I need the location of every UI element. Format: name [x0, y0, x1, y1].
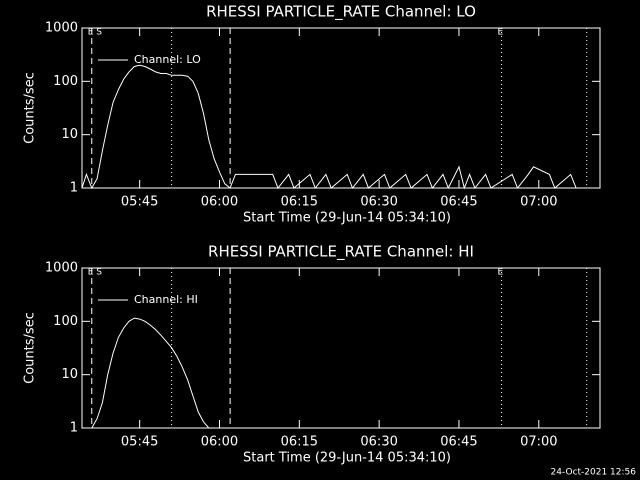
y-axis-label: Counts/sec	[23, 312, 38, 384]
y-axis-label: Counts/sec	[23, 72, 38, 144]
y-tick-label: 10	[61, 127, 78, 142]
chart-title: RHESSI PARTICLE_RATE Channel: HI	[208, 243, 474, 262]
x-tick-label: 05:45	[121, 195, 158, 210]
series-line	[81, 64, 587, 190]
annotation: E S	[88, 268, 103, 278]
y-tick-label: 1	[70, 421, 78, 436]
annotation: E S	[88, 28, 103, 38]
x-tick-label: 06:45	[440, 435, 477, 450]
x-tick-label: 05:45	[121, 435, 158, 450]
annotation: E	[498, 268, 504, 278]
y-tick-label: 10	[61, 367, 78, 382]
y-tick-label: 1000	[45, 21, 78, 36]
legend-label: Channel: HI	[134, 293, 198, 306]
x-axis-label: Start Time (29-Jun-14 05:34:10)	[243, 451, 451, 466]
x-tick-label: 06:30	[360, 195, 397, 210]
y-tick-label: 1	[70, 181, 78, 196]
y-tick-label: 1000	[45, 261, 78, 276]
annotation: E	[498, 28, 504, 38]
plot-frame	[81, 27, 601, 189]
x-tick-label: 06:30	[360, 435, 397, 450]
x-tick-label: 06:45	[440, 195, 477, 210]
plot-frame	[81, 267, 601, 429]
y-tick-label: 100	[53, 314, 78, 329]
footer: 24-Oct-2021 12:56	[551, 468, 637, 478]
x-tick-label: 06:00	[201, 195, 238, 210]
legend-label: Channel: LO	[134, 53, 201, 66]
x-tick-label: 07:00	[520, 435, 557, 450]
y-tick-label: 100	[53, 74, 78, 89]
x-tick-label: 06:15	[281, 435, 318, 450]
x-axis-label: Start Time (29-Jun-14 05:34:10)	[243, 211, 451, 226]
x-tick-label: 06:15	[281, 195, 318, 210]
x-tick-label: 06:00	[201, 435, 238, 450]
chart-title: RHESSI PARTICLE_RATE Channel: LO	[206, 3, 476, 22]
series-line	[91, 317, 210, 429]
x-tick-label: 07:00	[520, 195, 557, 210]
